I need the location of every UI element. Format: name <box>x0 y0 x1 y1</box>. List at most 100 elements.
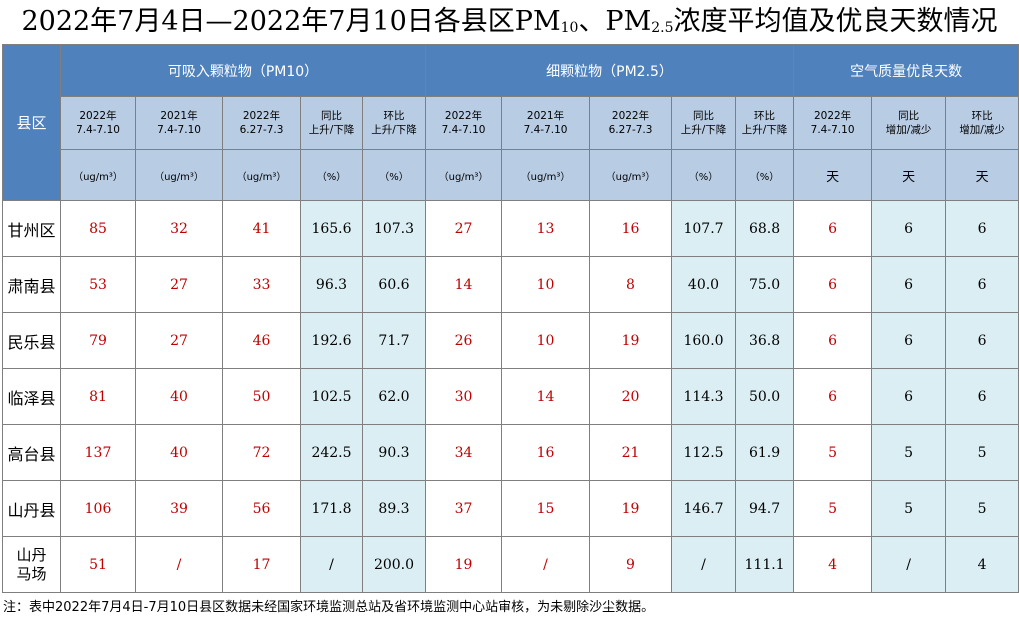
table-cell: 4 <box>945 536 1019 593</box>
footnote: 注：表中2022年7月4日-7月10日县区数据未经国家环境监测总站及省环境监测中… <box>3 600 655 615</box>
table-cell: 15 <box>501 480 591 537</box>
table-cell: 90.3 <box>361 424 427 481</box>
unit-header: （ug/m³） <box>135 149 223 201</box>
table-cell: 146.7 <box>671 480 737 537</box>
table-cell: 51 <box>60 536 136 593</box>
unit-header: （%） <box>361 149 427 201</box>
column-header: 环比 上升/下降 <box>735 96 795 150</box>
table-cell: 46 <box>222 312 301 369</box>
table-cell: 75.0 <box>735 256 795 313</box>
column-header: 2022年 7.4-7.10 <box>425 96 503 150</box>
table-cell: / <box>300 536 363 593</box>
table-cell: 79 <box>60 312 136 369</box>
unit-header: （ug/m³） <box>222 149 301 201</box>
table-row: 临泽县 81 40 50 102.5 62.0 30 14 20 114.3 50.0 6 6 6 <box>2 368 1019 425</box>
table-cell: 14 <box>501 368 591 425</box>
table-cell: 56 <box>222 480 301 537</box>
good-days-group-header: 空气质量优良天数 <box>793 44 1019 97</box>
table-cell: 6 <box>793 312 873 369</box>
table-row: 民乐县 79 27 46 192.6 71.7 26 10 19 160.0 36.8 6 6 6 <box>2 312 1019 369</box>
unit-header: 天 <box>871 149 947 201</box>
table-cell: 62.0 <box>361 368 427 425</box>
table-cell: 6 <box>945 312 1019 369</box>
unit-header: （ug/m³） <box>425 149 503 201</box>
table-cell: 13 <box>501 200 591 257</box>
table-cell: 85 <box>60 200 136 257</box>
table-cell: 6 <box>945 256 1019 313</box>
county-name: 临泽县 <box>2 368 61 425</box>
column-header: 同比 上升/下降 <box>300 96 363 150</box>
table-row: 山丹 马场 51/17/200.0 19/9/111.1 4/4 <box>2 536 1019 593</box>
table-cell: 41 <box>222 200 301 257</box>
table-cell: 5 <box>945 424 1019 481</box>
table-cell: / <box>671 536 737 593</box>
table-cell: 27 <box>135 312 223 369</box>
table-cell: 27 <box>135 256 223 313</box>
table-cell: 107.7 <box>671 200 737 257</box>
column-header: 环比 上升/下降 <box>361 96 427 150</box>
column-header: 2021年 7.4-7.10 <box>501 96 591 150</box>
table-cell: / <box>871 536 947 593</box>
table-cell: 107.3 <box>361 200 427 257</box>
table-row: 肃南县 53 27 33 96.3 60.6 14 10 8 40.0 75.0 6 6 6 <box>2 256 1019 313</box>
table-cell: 112.5 <box>671 424 737 481</box>
unit-header: （ug/m³） <box>589 149 673 201</box>
table-cell: 102.5 <box>300 368 363 425</box>
table-cell: 6 <box>793 200 873 257</box>
table-cell: / <box>501 536 591 593</box>
table-cell: 68.8 <box>735 200 795 257</box>
county-name: 山丹 马场 <box>2 536 61 593</box>
table-row: 甘州区 85 32 41 165.6 107.3 27 13 16 107.7 68.8 6 6 6 <box>2 200 1019 257</box>
table-cell: 6 <box>793 256 873 313</box>
column-header: 2022年 7.4-7.10 <box>60 96 136 150</box>
table-cell: 32 <box>135 200 223 257</box>
table-cell: 6 <box>871 312 947 369</box>
table-cell: 60.6 <box>361 256 427 313</box>
table-cell: 16 <box>589 200 673 257</box>
pm10-group-header: 可吸入颗粒物（PM10） <box>59 44 427 97</box>
table-cell: 165.6 <box>300 200 363 257</box>
table-cell: 40 <box>135 368 223 425</box>
table-cell: 14 <box>425 256 503 313</box>
table-cell: 5 <box>793 424 873 481</box>
table-cell: 106 <box>60 480 136 537</box>
table-cell: 81 <box>60 368 136 425</box>
table-cell: 33 <box>222 256 301 313</box>
table-cell: / <box>135 536 223 593</box>
table-cell: 53 <box>60 256 136 313</box>
table-cell: 50.0 <box>735 368 795 425</box>
table-cell: 72 <box>222 424 301 481</box>
county-name: 高台县 <box>2 424 61 481</box>
unit-header: 天 <box>793 149 873 201</box>
table-cell: 111.1 <box>735 536 795 593</box>
table-cell: 6 <box>871 200 947 257</box>
unit-header: （%） <box>300 149 363 201</box>
table-cell: 96.3 <box>300 256 363 313</box>
table-cell: 6 <box>871 368 947 425</box>
table-cell: 6 <box>945 368 1019 425</box>
air-quality-table: 县区 可吸入颗粒物（PM10） 细颗粒物（PM2.5） 空气质量优良天数 2022年 7.… <box>2 44 1019 593</box>
table-cell: 137 <box>60 424 136 481</box>
table-cell: 5 <box>793 480 873 537</box>
table-cell: 30 <box>425 368 503 425</box>
column-header: 2022年 7.4-7.10 <box>793 96 873 150</box>
table-cell: 19 <box>425 536 503 593</box>
table-cell: 36.8 <box>735 312 795 369</box>
column-header: 2022年 6.27-7.3 <box>222 96 301 150</box>
unit-header: （%） <box>735 149 795 201</box>
table-cell: 6 <box>945 200 1019 257</box>
table-cell: 114.3 <box>671 368 737 425</box>
table-cell: 71.7 <box>361 312 427 369</box>
table-cell: 16 <box>501 424 591 481</box>
county-header: 县区 <box>2 44 61 201</box>
table-cell: 4 <box>793 536 873 593</box>
table-cell: 160.0 <box>671 312 737 369</box>
table-cell: 61.9 <box>735 424 795 481</box>
table-cell: 39 <box>135 480 223 537</box>
county-name: 肃南县 <box>2 256 61 313</box>
table-cell: 17 <box>222 536 301 593</box>
table-cell: 40 <box>135 424 223 481</box>
table-cell: 34 <box>425 424 503 481</box>
table-cell: 19 <box>589 312 673 369</box>
table-cell: 9 <box>589 536 673 593</box>
